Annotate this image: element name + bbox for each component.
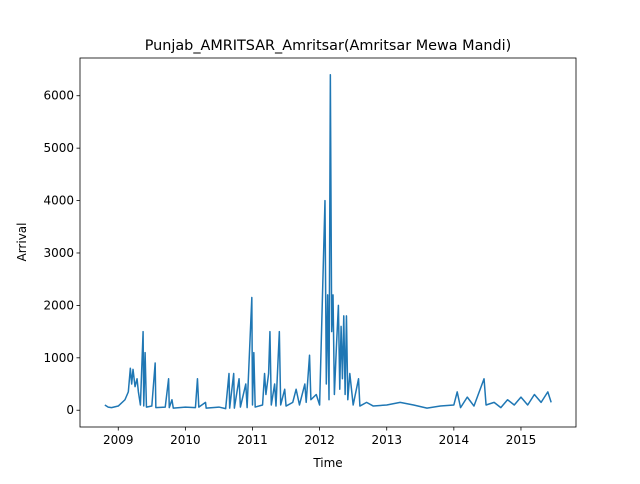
y-tick-label: 6000: [43, 89, 74, 103]
x-tick-label: 2012: [304, 433, 335, 447]
y-tick-label: 4000: [43, 194, 74, 208]
y-tick-label: 1000: [43, 351, 74, 365]
y-axis-label: Arrival: [15, 223, 29, 262]
x-tick-label: 2010: [170, 433, 201, 447]
y-tick-label: 3000: [43, 246, 74, 260]
y-tick-label: 2000: [43, 298, 74, 312]
y-tick-label: 0: [66, 403, 74, 417]
x-tick-label: 2014: [439, 433, 470, 447]
x-tick-label: 2009: [103, 433, 134, 447]
chart-title: Punjab_AMRITSAR_Amritsar(Amritsar Mewa M…: [145, 38, 512, 54]
series-line: [104, 74, 552, 410]
plot-frame: [79, 57, 577, 428]
x-tick-label: 2013: [371, 433, 402, 447]
x-tick-label: 2015: [506, 433, 537, 447]
x-tick-label: 2011: [237, 433, 268, 447]
x-axis-label: Time: [312, 456, 342, 470]
y-tick-label: 5000: [43, 141, 74, 155]
